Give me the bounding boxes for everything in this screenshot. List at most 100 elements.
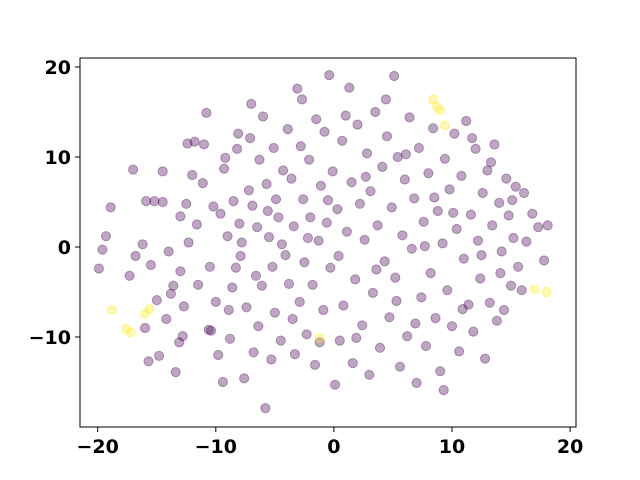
scatter-point-s0-61 [263,232,275,243]
scatter-point-s0-112 [367,287,378,298]
scatter-point-s0-131 [411,377,422,388]
scatter-point-s0-180 [542,220,553,231]
scatter-point-s0-55 [253,321,264,332]
scatter-point-s1-8 [435,105,446,116]
scatter-point-s0-22 [178,301,189,312]
scatter-point-s0-155 [468,326,479,337]
scatter-point-s0-115 [374,342,386,353]
scatter-point-s0-217 [495,268,506,279]
scatter-point-s0-62 [266,354,277,365]
scatter-point-s0-120 [386,202,397,213]
scatter-point-s0-188 [220,152,231,163]
scatter-point-s0-59 [260,403,271,414]
scatter-point-s0-76 [292,83,303,94]
scatter-point-s0-63 [267,261,278,272]
scatter-point-s0-98 [337,135,348,146]
scatter-point-s0-212 [448,207,459,218]
scatter-point-s0-206 [391,295,402,307]
scatter-point-s0-189 [223,304,234,316]
scatter-point-s0-219 [518,187,530,199]
scatter-point-s0-201 [340,110,351,121]
scatter-point-s0-80 [299,257,310,268]
scatter-point-s0-175 [516,285,527,296]
scatter-point-s0-93 [325,262,336,273]
scatter-point-s0-102 [346,177,357,188]
scatter-point-s0-182 [139,322,151,334]
scatter-point-s0-2 [100,231,112,242]
scatter-point-s0-46 [234,218,245,229]
scatter-point-s0-82 [304,154,315,165]
scatter-point-s0-54 [252,222,263,233]
x-tick-label: 0 [327,436,340,458]
scatter-point-s0-184 [175,211,186,222]
scatter-point-s0-203 [360,171,371,182]
scatter-point-s0-176 [521,236,532,247]
scatter-point-s0-128 [404,112,415,123]
scatter-point-s0-32 [206,325,217,336]
x-tick-label: 20 [557,436,583,458]
scatter-point-s0-185 [187,169,198,181]
scatter-point-s0-177 [527,208,538,219]
scatter-point-s0-43 [230,262,241,273]
scatter-point-s0-195 [287,313,298,325]
scatter-point-s0-156 [470,143,481,154]
scatter-point-s0-68 [275,335,286,346]
scatter-point-s0-125 [397,230,408,241]
scatter-point-s0-117 [379,256,390,267]
scatter-point-s0-11 [154,350,165,361]
scatter-point-s0-31 [204,261,215,272]
scatter-point-s0-87 [313,235,324,246]
scatter-point-s0-103 [347,358,358,369]
scatter-point-s0-24 [182,138,193,149]
scatter-point-s0-200 [333,250,344,262]
scatter-point-s0-108 [359,234,370,245]
scatter-point-s0-105 [352,119,363,130]
scatter-point-s0-106 [354,198,365,209]
scatter-point-s0-94 [327,166,338,177]
scatter-point-s0-47 [236,237,247,248]
scatter-point-s0-162 [484,297,495,308]
scatter-point-s0-186 [193,279,204,290]
scatter-point-s1-5 [314,332,325,343]
scatter-point-s0-157 [472,235,484,246]
scatter-point-s0-84 [307,279,318,290]
scatter-point-s0-150 [456,170,467,181]
scatter-point-s0-144 [442,285,453,296]
scatter-point-s0-83 [305,212,316,223]
scatter-point-s0-79 [298,194,309,205]
scatter-point-s1-7 [431,101,442,112]
scatter-point-s0-153 [463,299,474,310]
scatter-point-s0-16 [165,288,176,299]
scatter-point-s0-28 [197,178,208,189]
scatter-point-s0-36 [215,208,226,219]
scatter-point-s0-52 [247,200,258,211]
scatter-point-s0-64 [268,142,279,154]
scatter-point-s0-104 [350,274,361,285]
scatter-point-s0-13 [157,166,168,177]
scatter-point-s0-211 [438,385,449,396]
scatter-point-s0-1 [97,244,108,255]
scatter-point-s0-92 [324,70,335,81]
scatter-point-s0-133 [416,292,427,303]
scatter-point-s0-170 [503,210,514,221]
scatter-point-s0-53 [248,347,259,358]
scatter-point-s0-174 [513,261,524,272]
scatter-point-s0-209 [419,241,430,252]
scatter-point-s0-126 [399,174,410,185]
scatter-point-s0-178 [533,222,544,233]
scatter-point-s0-213 [457,304,468,315]
scatter-point-s0-167 [496,246,507,257]
scatter-point-s0-73 [286,173,297,184]
scatter-point-s1-0 [106,304,118,316]
scatter-point-s0-165 [491,315,502,326]
scatter-point-s0-85 [309,359,321,370]
scatter-point-s0-202 [351,332,362,343]
scatter-point-s0-75 [289,349,300,360]
scatter-point-s0-33 [208,201,219,212]
scatter-point-s0-56 [254,154,265,165]
scatter-point-s0-118 [381,131,393,142]
scatter-point-s0-119 [384,312,395,323]
scatter-point-s0-109 [361,148,373,159]
scatter-point-s0-134 [418,216,429,227]
scatter-point-s0-187 [201,107,212,119]
